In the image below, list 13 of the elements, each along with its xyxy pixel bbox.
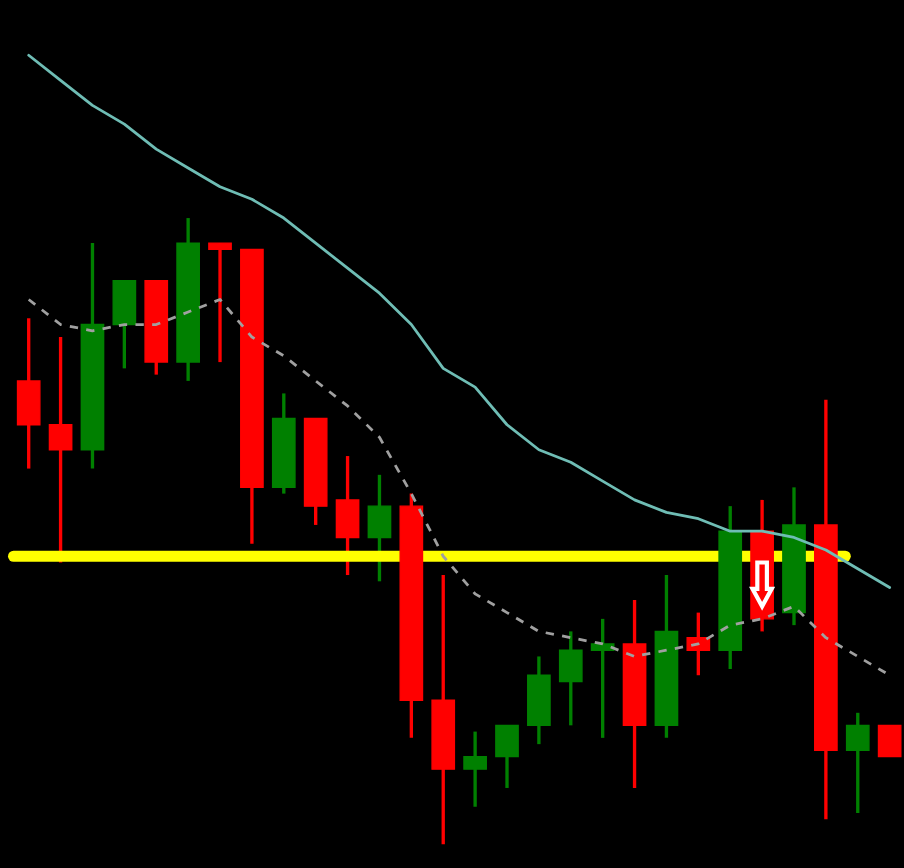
candlestick (16, 316, 41, 471)
candlestick (335, 454, 360, 577)
candlestick (463, 729, 487, 809)
candlestick (558, 629, 583, 728)
candlestick (208, 241, 232, 364)
candlestick (112, 279, 137, 371)
candlestick (686, 610, 711, 677)
candlestick (495, 723, 519, 790)
candlestick (367, 473, 392, 583)
candlestick (877, 724, 902, 758)
candlestick (48, 335, 73, 565)
candlestick (590, 617, 615, 740)
candlestick (845, 711, 870, 815)
